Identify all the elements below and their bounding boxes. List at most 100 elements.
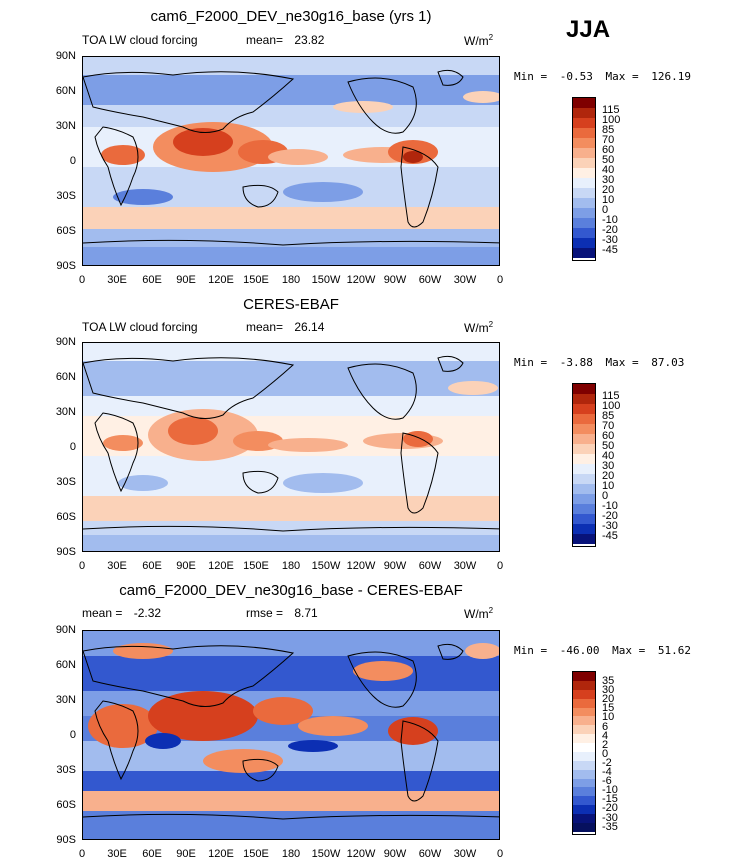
colorbar-swatch bbox=[573, 484, 595, 494]
lon-tick: 30E bbox=[107, 274, 127, 286]
colorbar-swatch bbox=[573, 414, 595, 424]
mean-value: 23.82 bbox=[294, 33, 325, 47]
variable-label: TOA LW cloud forcing bbox=[82, 33, 198, 47]
lat-tick: 60S bbox=[56, 799, 76, 811]
colorbar-swatch bbox=[573, 424, 595, 434]
lon-tick: 150W bbox=[311, 274, 341, 286]
diff-mean-stat: mean = -2.32 bbox=[82, 606, 161, 620]
lon-tick: 30W bbox=[453, 274, 477, 286]
lon-axis: 0 30E 60E 90E 120E 150E 180 150W 120W 90… bbox=[78, 848, 503, 862]
colorbar-tick-label: -20 bbox=[602, 802, 618, 815]
colorbar-tick-label: 20 bbox=[602, 184, 615, 196]
lon-tick: 60W bbox=[418, 848, 442, 860]
lat-tick: 60N bbox=[55, 85, 76, 97]
lon-tick: 90W bbox=[383, 848, 407, 860]
colorbar-swatch bbox=[573, 384, 595, 394]
lat-tick: 60N bbox=[55, 659, 76, 671]
colorbar-swatch bbox=[573, 751, 595, 761]
lat-axis: 90N 60N 30N 0 30S 60S 90S bbox=[40, 336, 76, 558]
colorbar-tick-label: 0 bbox=[602, 490, 609, 502]
colorbar-tick-label: -4 bbox=[602, 766, 612, 778]
lon-tick: 60E bbox=[142, 274, 162, 286]
units-sup: 2 bbox=[488, 606, 494, 615]
min-label: Min = bbox=[514, 70, 548, 83]
colorbar-tick-label: 85 bbox=[602, 410, 615, 422]
lon-tick: 30E bbox=[107, 560, 127, 572]
lon-tick: 0 bbox=[78, 560, 86, 572]
colorbar-swatch bbox=[573, 805, 595, 814]
colorbar-tick-label: -10 bbox=[602, 500, 618, 512]
colorbar bbox=[572, 97, 596, 261]
lat-axis: 90N 60N 30N 0 30S 60S 90S bbox=[40, 50, 76, 272]
colorbar-swatch bbox=[573, 769, 595, 779]
colorbar-tick-label: 0 bbox=[602, 204, 609, 216]
lat-tick: 90S bbox=[56, 546, 76, 558]
lon-tick: 60W bbox=[418, 560, 442, 572]
colorbar bbox=[572, 671, 596, 835]
mean-stat: mean= 26.14 bbox=[246, 320, 324, 334]
lon-tick: 120W bbox=[346, 848, 376, 860]
colorbar-tick-label: 50 bbox=[602, 440, 615, 452]
colorbar bbox=[572, 383, 596, 547]
lon-tick: 120E bbox=[208, 848, 234, 860]
colorbar-tick-label: -30 bbox=[602, 811, 618, 824]
colorbar-tick-label: 10 bbox=[602, 480, 615, 492]
lon-axis: 0 30E 60E 90E 120E 150E 180 150W 120W 90… bbox=[79, 274, 503, 288]
lon-axis: 0 30E 60E 90E 120E 150E 180 150W 120W 90… bbox=[78, 560, 503, 574]
min-label: Min = bbox=[514, 356, 548, 369]
map-plot bbox=[82, 56, 500, 266]
panel-title: CERES-EBAF bbox=[243, 296, 339, 313]
rmse-stat: rmse = 8.71 bbox=[246, 606, 318, 620]
lat-tick: 0 bbox=[69, 729, 76, 741]
max-value: 126.19 bbox=[651, 70, 691, 83]
colorbar-tick-label: 10 bbox=[602, 194, 615, 206]
map-field bbox=[83, 631, 499, 839]
rmse-label: rmse = bbox=[246, 606, 284, 620]
units-label: W/m2 bbox=[464, 320, 493, 335]
lat-tick: 0 bbox=[69, 441, 76, 453]
lon-tick: 90W bbox=[383, 274, 407, 286]
colorbar-swatch bbox=[573, 787, 595, 797]
lat-tick: 60S bbox=[56, 225, 76, 237]
colorbar-tick-label: 50 bbox=[602, 154, 615, 166]
colorbar-swatch bbox=[573, 128, 595, 138]
colorbar-tick-label: 15 bbox=[602, 702, 615, 715]
lon-tick: 150W bbox=[311, 848, 341, 860]
colorbar-swatch bbox=[573, 514, 595, 524]
lat-tick: 0 bbox=[69, 155, 76, 167]
colorbar-tick-label: 35 bbox=[602, 675, 615, 687]
colorbar-tick-label: 10 bbox=[602, 711, 615, 724]
lat-tick: 30S bbox=[56, 764, 76, 776]
lon-tick: 180 bbox=[281, 274, 301, 286]
colorbar-swatch bbox=[573, 822, 595, 832]
panel-title: cam6_F2000_DEV_ne30g16_base - CERES-EBAF bbox=[119, 582, 463, 599]
lat-tick: 30S bbox=[56, 190, 76, 202]
colorbar-tick-label: -45 bbox=[602, 530, 618, 542]
lon-tick: 150E bbox=[243, 560, 269, 572]
lon-tick: 90W bbox=[383, 560, 407, 572]
colorbar-tick-label: -10 bbox=[602, 214, 618, 226]
units-sup: 2 bbox=[488, 320, 494, 329]
colorbar-tick-label: -45 bbox=[602, 244, 618, 256]
colorbar-swatch bbox=[573, 248, 595, 258]
colorbar-swatch bbox=[573, 444, 595, 454]
mean-stat: mean= 23.82 bbox=[246, 33, 324, 47]
min-max-readout: Min = -3.88 Max = 87.03 bbox=[514, 356, 684, 369]
colorbar-tick-label: -2 bbox=[602, 756, 612, 769]
colorbar-swatch bbox=[573, 778, 595, 788]
map-plot bbox=[82, 342, 500, 552]
colorbar-tick-label: -20 bbox=[602, 224, 618, 236]
lon-tick: 0 bbox=[78, 848, 86, 860]
colorbar-tick-label: 0 bbox=[602, 747, 609, 760]
variable-label: TOA LW cloud forcing bbox=[82, 320, 198, 334]
colorbar-swatch bbox=[573, 238, 595, 248]
colorbar-tick-label: -15 bbox=[602, 793, 618, 806]
lat-tick: 90N bbox=[55, 50, 76, 62]
lon-tick: 90E bbox=[176, 560, 196, 572]
colorbar-swatch bbox=[573, 734, 595, 743]
colorbar-tick-label: 6 bbox=[602, 720, 609, 733]
colorbar-swatch bbox=[573, 743, 595, 752]
colorbar-swatch bbox=[573, 504, 595, 514]
colorbar-swatch bbox=[573, 680, 595, 690]
colorbar-swatch bbox=[573, 474, 595, 484]
